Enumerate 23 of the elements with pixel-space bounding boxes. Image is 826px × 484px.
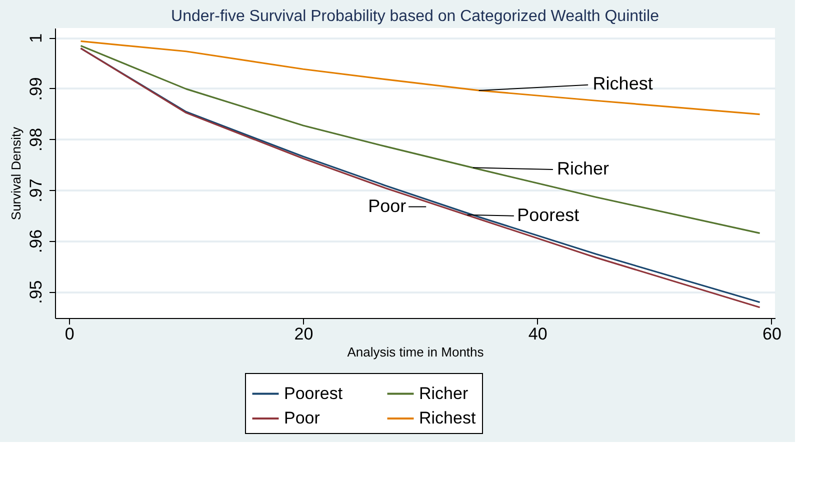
- y-tick-label: .98: [26, 128, 46, 152]
- y-tick-label: .95: [26, 280, 46, 304]
- chart-title: Under-five Survival Probability based on Categorized Wealth Quintile: [171, 8, 660, 25]
- annotation: Poorest: [517, 204, 580, 225]
- line-series: [80, 44, 761, 234]
- y-tick-label: .97: [26, 178, 46, 202]
- annotation: Richest: [592, 73, 653, 94]
- y-tick-label: .99: [26, 77, 46, 101]
- annotation: Poor: [368, 196, 406, 216]
- legend-label: Richest: [419, 408, 476, 428]
- annotation: Richer: [556, 158, 609, 179]
- legend-label: Poor: [284, 408, 320, 428]
- line-series: [80, 40, 761, 116]
- legend-label: Richer: [419, 384, 468, 403]
- y-tick-label: .96: [26, 229, 46, 254]
- x-tick-label: 0: [64, 324, 74, 344]
- legend-label: Poorest: [284, 384, 343, 403]
- y-axis-title: Survival Density: [8, 126, 24, 220]
- x-tick-label: 40: [528, 324, 548, 344]
- x-tick-label: 20: [294, 324, 314, 344]
- y-tick-label: 1: [26, 33, 46, 43]
- x-tick-label: 60: [762, 324, 782, 344]
- x-axis-title: Analysis time in Months: [347, 344, 484, 360]
